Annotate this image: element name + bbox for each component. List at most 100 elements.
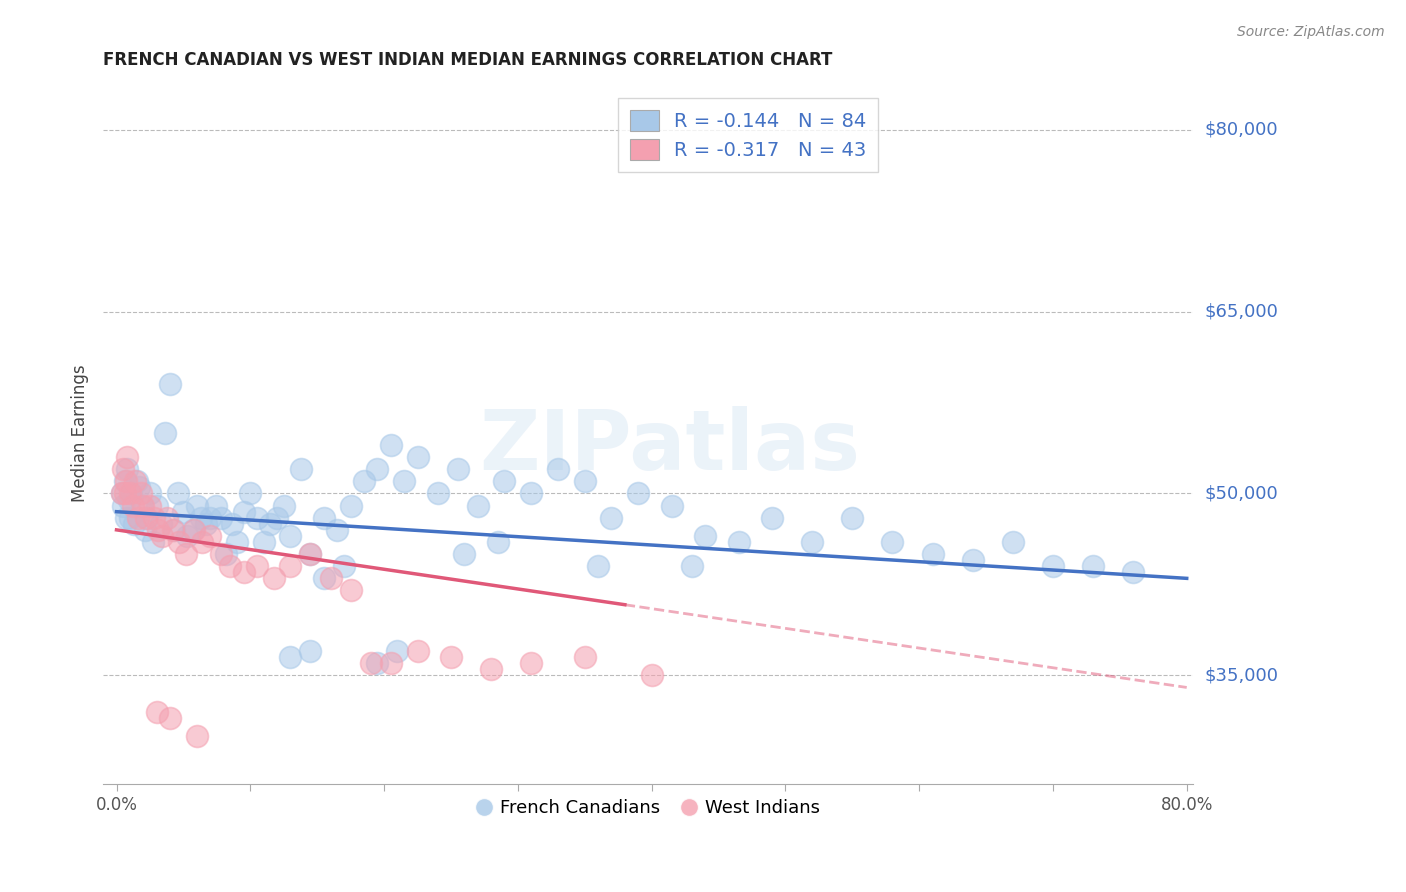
Point	[149, 516, 172, 531]
Point	[586, 559, 609, 574]
Point	[467, 499, 489, 513]
Point	[118, 486, 141, 500]
Point	[159, 377, 181, 392]
Point	[494, 475, 516, 489]
Point	[159, 711, 181, 725]
Point	[112, 499, 135, 513]
Point	[921, 547, 943, 561]
Point	[174, 547, 197, 561]
Point	[273, 499, 295, 513]
Point	[215, 547, 238, 561]
Point	[486, 535, 509, 549]
Point	[392, 475, 415, 489]
Point	[440, 650, 463, 665]
Point	[111, 486, 134, 500]
Point	[162, 523, 184, 537]
Point	[156, 510, 179, 524]
Point	[112, 462, 135, 476]
Point	[176, 529, 198, 543]
Point	[299, 644, 322, 658]
Point	[239, 486, 262, 500]
Point	[353, 475, 375, 489]
Point	[124, 475, 146, 489]
Y-axis label: Median Earnings: Median Earnings	[72, 364, 89, 501]
Point	[627, 486, 650, 500]
Point	[169, 535, 191, 549]
Point	[366, 657, 388, 671]
Point	[143, 510, 166, 524]
Point	[574, 650, 596, 665]
Point	[339, 499, 361, 513]
Point	[479, 662, 502, 676]
Point	[299, 547, 322, 561]
Point	[246, 510, 269, 524]
Point	[134, 523, 156, 537]
Point	[326, 523, 349, 537]
Point	[145, 705, 167, 719]
Point	[225, 535, 247, 549]
Text: $50,000: $50,000	[1205, 484, 1278, 502]
Point	[122, 516, 145, 531]
Point	[118, 510, 141, 524]
Text: Source: ZipAtlas.com: Source: ZipAtlas.com	[1237, 25, 1385, 39]
Text: $65,000: $65,000	[1205, 302, 1278, 320]
Point	[312, 571, 335, 585]
Point	[172, 505, 194, 519]
Point	[111, 486, 134, 500]
Point	[135, 510, 157, 524]
Point	[661, 499, 683, 513]
Point	[198, 510, 221, 524]
Point	[181, 523, 204, 537]
Point	[115, 450, 138, 464]
Point	[299, 547, 322, 561]
Point	[115, 510, 138, 524]
Point	[520, 486, 543, 500]
Point	[191, 535, 214, 549]
Point	[209, 547, 232, 561]
Point	[129, 486, 152, 500]
Point	[121, 499, 143, 513]
Point	[209, 510, 232, 524]
Point	[204, 499, 226, 513]
Point	[681, 559, 703, 574]
Point	[115, 462, 138, 476]
Point	[117, 492, 139, 507]
Point	[727, 535, 749, 549]
Text: ZIPatlas: ZIPatlas	[479, 407, 860, 487]
Point	[380, 438, 402, 452]
Point	[259, 516, 281, 531]
Point	[221, 516, 243, 531]
Point	[1081, 559, 1104, 574]
Point	[1001, 535, 1024, 549]
Point	[142, 535, 165, 549]
Point	[232, 505, 254, 519]
Point	[695, 529, 717, 543]
Point	[426, 486, 449, 500]
Point	[253, 535, 276, 549]
Point	[1122, 566, 1144, 580]
Point	[219, 559, 242, 574]
Point	[380, 657, 402, 671]
Point	[339, 583, 361, 598]
Point	[128, 480, 150, 494]
Text: FRENCH CANADIAN VS WEST INDIAN MEDIAN EARNINGS CORRELATION CHART: FRENCH CANADIAN VS WEST INDIAN MEDIAN EA…	[103, 51, 832, 69]
Point	[190, 510, 212, 524]
Point	[366, 462, 388, 476]
Point	[114, 486, 136, 500]
Point	[801, 535, 824, 549]
Point	[406, 644, 429, 658]
Point	[146, 523, 169, 537]
Point	[962, 553, 984, 567]
Point	[387, 644, 409, 658]
Point	[186, 499, 208, 513]
Point	[183, 523, 205, 537]
Point	[114, 475, 136, 489]
Point	[163, 523, 186, 537]
Point	[453, 547, 475, 561]
Point	[132, 499, 155, 513]
Point	[153, 425, 176, 440]
Point	[263, 571, 285, 585]
Point	[882, 535, 904, 549]
Point	[120, 486, 142, 500]
Point	[547, 462, 569, 476]
